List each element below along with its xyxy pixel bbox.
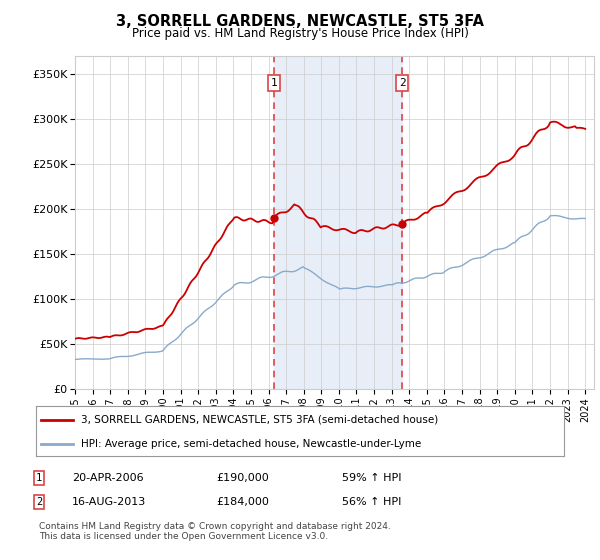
- Text: 1: 1: [271, 78, 277, 88]
- Text: HPI: Average price, semi-detached house, Newcastle-under-Lyme: HPI: Average price, semi-detached house,…: [81, 439, 421, 449]
- Text: £190,000: £190,000: [216, 473, 269, 483]
- Text: 1: 1: [36, 473, 42, 483]
- Text: 3, SORRELL GARDENS, NEWCASTLE, ST5 3FA (semi-detached house): 3, SORRELL GARDENS, NEWCASTLE, ST5 3FA (…: [81, 414, 438, 424]
- Text: 2: 2: [399, 78, 406, 88]
- Text: 20-APR-2006: 20-APR-2006: [72, 473, 143, 483]
- Text: Price paid vs. HM Land Registry's House Price Index (HPI): Price paid vs. HM Land Registry's House …: [131, 27, 469, 40]
- Text: 56% ↑ HPI: 56% ↑ HPI: [342, 497, 401, 507]
- Text: 16-AUG-2013: 16-AUG-2013: [72, 497, 146, 507]
- Text: 59% ↑ HPI: 59% ↑ HPI: [342, 473, 401, 483]
- Bar: [274, 56, 402, 389]
- Text: Contains HM Land Registry data © Crown copyright and database right 2024.
This d: Contains HM Land Registry data © Crown c…: [39, 522, 391, 542]
- Text: 2: 2: [36, 497, 42, 507]
- Text: £184,000: £184,000: [216, 497, 269, 507]
- Text: 3, SORRELL GARDENS, NEWCASTLE, ST5 3FA: 3, SORRELL GARDENS, NEWCASTLE, ST5 3FA: [116, 14, 484, 29]
